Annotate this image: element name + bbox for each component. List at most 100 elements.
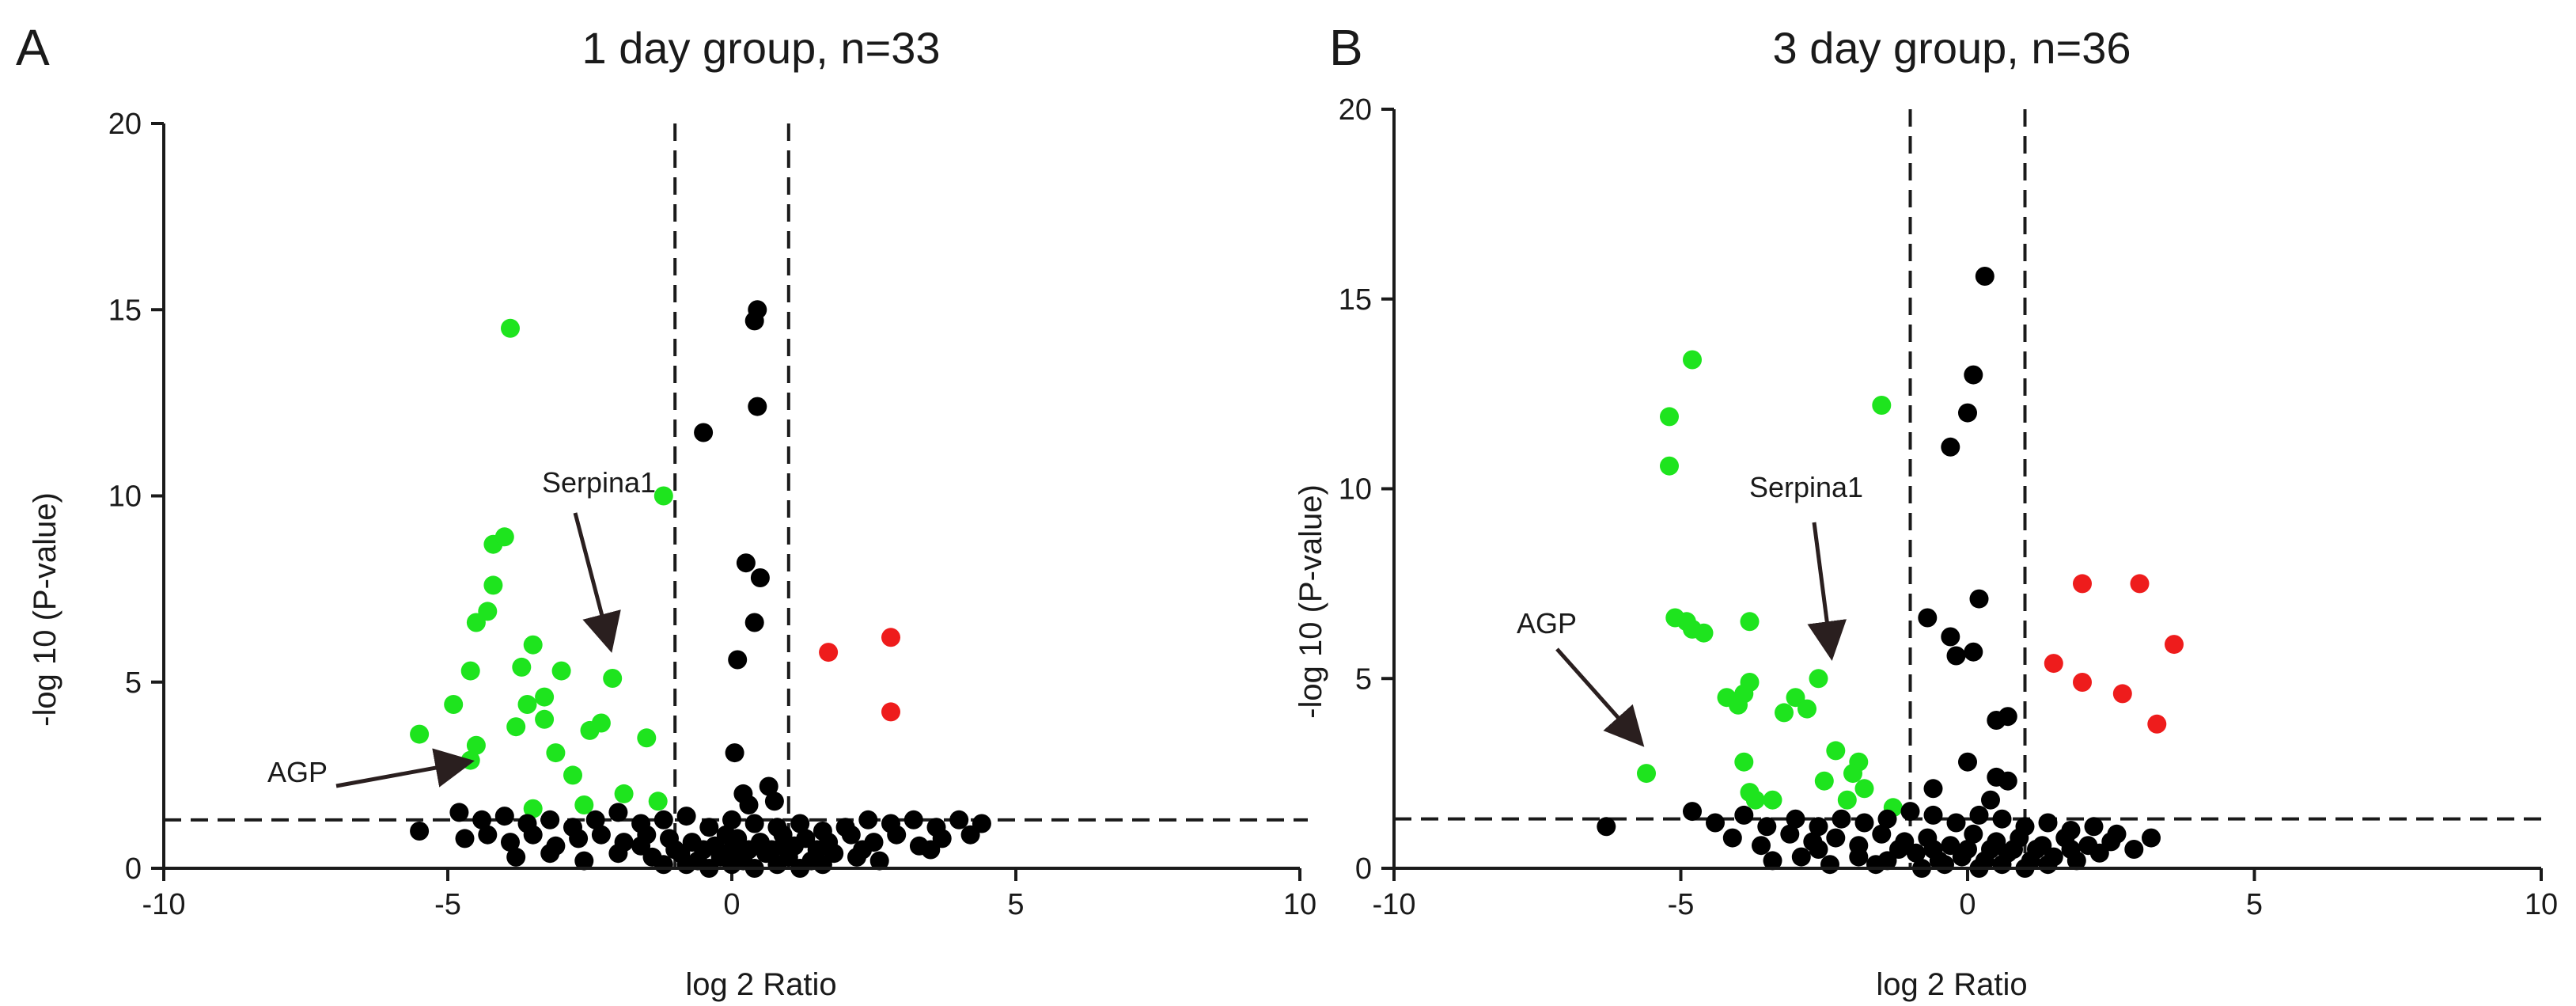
point-a-ns-61 [506, 847, 526, 867]
point-b-ns-8 [1969, 589, 1989, 609]
point-b-ns-21 [1786, 809, 1805, 829]
point-a-ns-80 [739, 840, 759, 860]
point-a-ns-77 [665, 840, 685, 860]
point-a-down-2 [460, 661, 480, 681]
point-a-up-1 [881, 628, 900, 647]
point-a-down-12 [517, 695, 537, 714]
point-a-ns-41 [523, 825, 543, 845]
point-b-ns-78 [1992, 855, 2012, 875]
point-a-ns-5 [750, 568, 770, 587]
point-b-down-26 [1637, 764, 1656, 784]
data-points-a [410, 300, 991, 878]
annotation-arrow-b-1 [1555, 647, 1645, 747]
point-a-down-8 [494, 527, 514, 547]
point-a-ns-60 [960, 825, 980, 845]
point-b-ns-28 [1946, 813, 1966, 833]
point-a-ns-13 [410, 822, 430, 841]
point-b-ns-17 [1683, 802, 1702, 822]
point-b-ns-72 [1981, 840, 2000, 859]
ticks-a: -10 -5 0 5 10 0 5 10 15 20 [108, 108, 1316, 921]
point-b-up-2 [2130, 574, 2150, 594]
chart-title-b: 3 day group, n=36 [1772, 23, 2131, 73]
point-b-down-18 [1798, 699, 1816, 719]
point-a-ns-94 [853, 840, 873, 860]
axes-a [162, 123, 1300, 870]
x-tick-label-b-0: -10 [1373, 888, 1416, 921]
point-a-ns-34 [903, 810, 923, 829]
point-a-down-26 [653, 486, 673, 506]
point-b-ns-82 [2061, 840, 2081, 859]
point-a-ns-55 [841, 825, 861, 845]
point-a-ns-64 [608, 844, 628, 864]
point-b-ns-24 [1854, 813, 1874, 833]
y-tick-label-b-4: 20 [1339, 93, 1372, 127]
point-a-down-25 [648, 792, 668, 811]
point-b-ns-23 [1832, 809, 1851, 829]
point-b-up-0 [2044, 654, 2063, 674]
x-tick-label-a-4: 10 [1283, 888, 1316, 921]
point-b-ns-34 [2084, 817, 2104, 837]
point-a-down-6 [483, 575, 503, 595]
point-a-down-11 [512, 657, 532, 677]
point-b-down-24 [1872, 396, 1892, 415]
point-a-ns-95 [921, 840, 941, 860]
y-axis-label-b: -log 10 (P-value) [1294, 484, 1328, 719]
point-a-ns-63 [574, 851, 594, 871]
point-a-ns-79 [722, 840, 741, 860]
point-a-ns-36 [949, 810, 969, 829]
point-b-down-12 [1734, 752, 1754, 772]
point-b-ns-80 [2038, 855, 2058, 875]
point-a-ns-21 [608, 803, 628, 822]
point-b-ns-32 [2038, 813, 2058, 833]
point-a-ns-6 [744, 613, 764, 632]
point-a-ns-38 [455, 829, 475, 848]
point-b-ns-7 [1964, 642, 1983, 662]
point-b-ns-73 [2004, 840, 2023, 859]
point-b-down-23 [1854, 779, 1874, 799]
x-tick-label-a-0: -10 [142, 888, 186, 921]
point-a-ns-83 [807, 840, 827, 860]
point-a-down-28 [523, 799, 543, 818]
point-b-ns-20 [1757, 817, 1777, 837]
point-a-down-5 [478, 602, 498, 621]
panel-a: A 1 day group, n=33 log 2 Ratio -log 10 … [16, 19, 1316, 1002]
x-tick-label-a-1: -5 [434, 888, 461, 921]
point-b-down-21 [1837, 790, 1857, 810]
point-b-down-1 [1660, 456, 1679, 476]
point-b-ns-13 [1998, 771, 2017, 791]
point-b-down-0 [1660, 407, 1679, 427]
annotation-arrow-b-0 [1807, 522, 1847, 661]
point-b-ns-42 [1872, 824, 1892, 844]
point-a-ns-18 [540, 810, 560, 829]
point-a-down-10 [506, 717, 526, 737]
point-b-down-14 [1745, 790, 1765, 810]
point-a-ns-86 [722, 855, 741, 875]
point-b-up-1 [2073, 574, 2092, 594]
point-a-ns-88 [767, 855, 787, 875]
point-b-ns-14 [1923, 779, 1943, 799]
point-a-down-19 [574, 795, 594, 814]
point-b-ns-53 [2124, 840, 2144, 859]
y-tick-label-b-3: 15 [1339, 283, 1372, 317]
point-b-ns-0 [1975, 267, 1995, 286]
point-a-down-24 [637, 728, 657, 748]
point-a-ns-1 [744, 311, 764, 331]
point-a-ns-62 [540, 844, 560, 864]
x-tick-label-b-1: -5 [1668, 888, 1695, 921]
point-a-down-1 [444, 695, 464, 714]
point-a-ns-90 [653, 855, 673, 875]
point-a-ns-15 [472, 810, 492, 829]
x-tick-label-b-3: 5 [2246, 888, 2263, 921]
point-b-ns-16 [1597, 817, 1616, 837]
point-a-ns-26 [722, 810, 741, 829]
point-b-ns-56 [1791, 847, 1811, 867]
point-a-ns-2 [748, 397, 767, 416]
point-a-ns-23 [653, 810, 673, 829]
point-a-down-21 [591, 713, 611, 733]
point-b-up-6 [2147, 714, 2167, 734]
point-b-down-19 [1809, 669, 1828, 689]
annotation-agp-a: AGP [267, 756, 328, 788]
point-b-ns-3 [1941, 437, 1960, 457]
point-b-ns-29 [1969, 805, 1989, 825]
